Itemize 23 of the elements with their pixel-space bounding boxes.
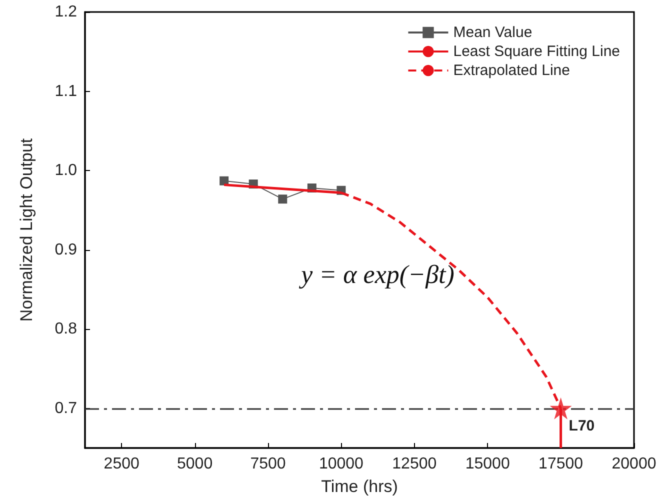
x-tick-label: 12500 bbox=[392, 456, 437, 472]
x-tick-label: 17500 bbox=[538, 456, 584, 472]
legend-label: Least Square Fitting Line bbox=[453, 43, 620, 60]
y-tick-label: 1.0 bbox=[54, 162, 78, 180]
point bbox=[278, 194, 288, 204]
y-tick-label: 0.8 bbox=[54, 320, 78, 338]
y-tick-label: 0.9 bbox=[54, 241, 78, 258]
annotation: y = α exp(−βt) bbox=[298, 260, 454, 290]
x-tick-label: 15000 bbox=[465, 456, 510, 472]
x-tick-label: 20000 bbox=[612, 456, 656, 472]
point bbox=[550, 397, 572, 420]
x-tick-label: 2500 bbox=[104, 456, 140, 472]
x-tick-label: 7500 bbox=[250, 456, 286, 472]
legend-label: Mean Value bbox=[453, 24, 532, 41]
y-tick-label: 0.7 bbox=[54, 400, 78, 417]
x-tick-label: 10000 bbox=[318, 456, 364, 472]
y-axis-title: Normalized Light Output bbox=[17, 138, 36, 322]
x-tick-label: 5000 bbox=[177, 456, 213, 472]
y-tick-label: 1.1 bbox=[54, 82, 78, 100]
y-tick-label: 1.2 bbox=[54, 4, 78, 20]
legend-label: Extrapolated Line bbox=[453, 62, 570, 79]
x-axis-title: Time (hrs) bbox=[321, 477, 398, 496]
annotation: L70 bbox=[568, 417, 595, 434]
